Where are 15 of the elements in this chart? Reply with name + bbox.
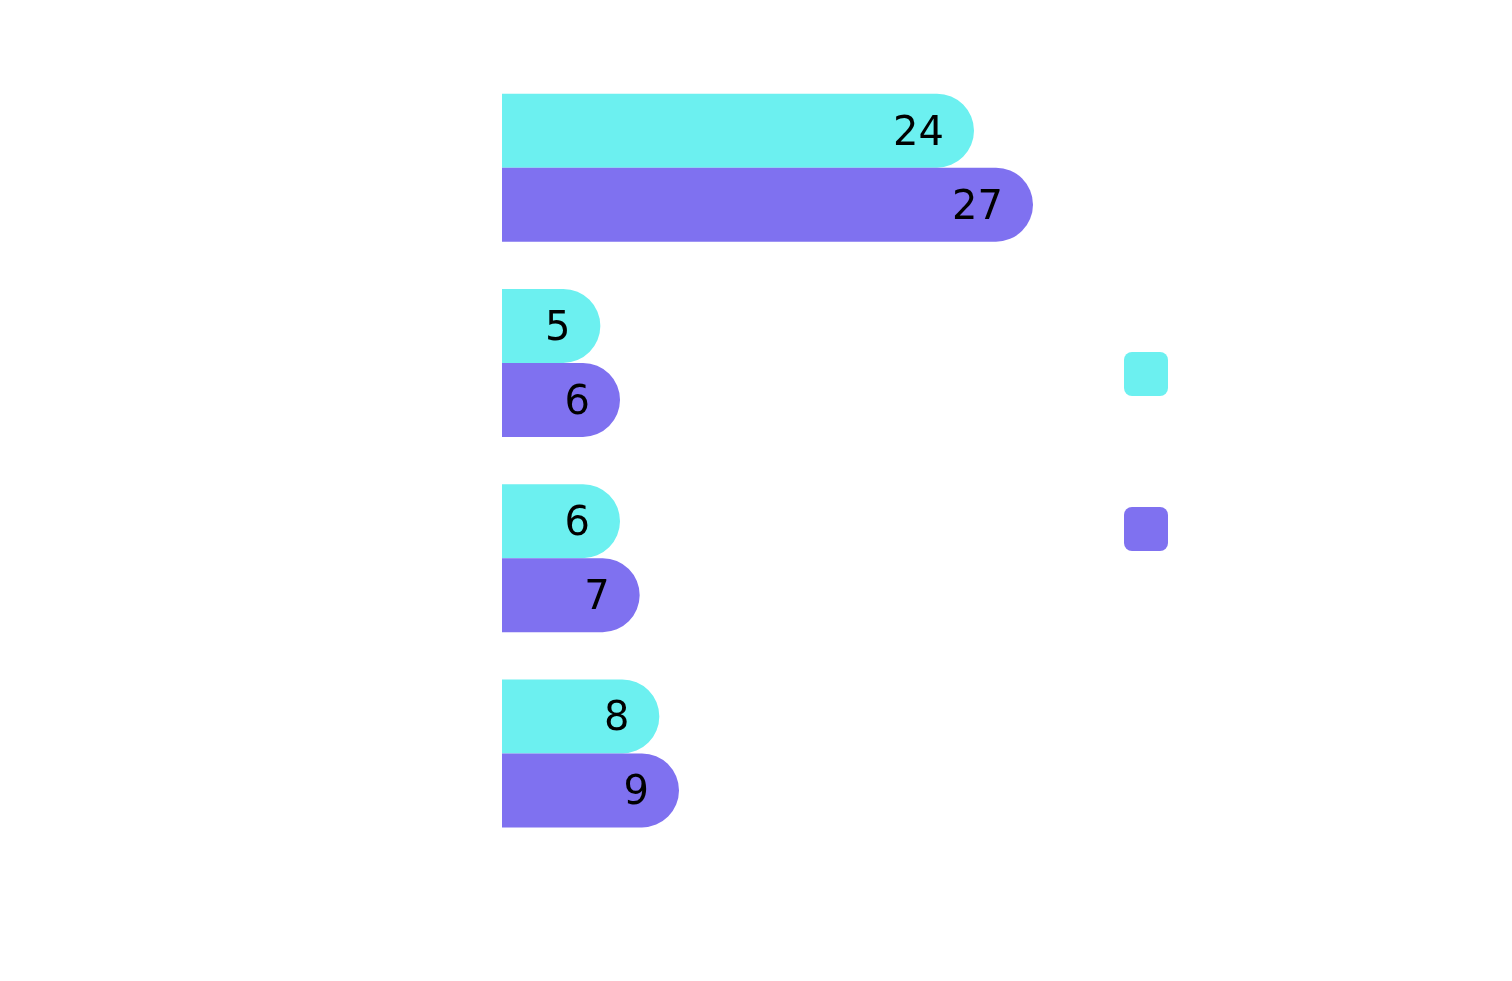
data-label: 9 — [623, 767, 649, 814]
bar — [502, 679, 660, 754]
bar — [502, 484, 620, 559]
bar — [502, 167, 1033, 242]
bar — [502, 753, 679, 828]
data-label: 5 — [544, 302, 571, 349]
data-label: 7 — [584, 572, 610, 619]
bar — [502, 558, 640, 633]
data-label: 24 — [893, 107, 944, 154]
data-label: 6 — [564, 498, 590, 545]
data-label: 27 — [952, 181, 1003, 228]
bar — [502, 362, 620, 437]
bar — [502, 93, 974, 168]
data-label: 8 — [603, 693, 630, 740]
data-label: 6 — [564, 376, 590, 423]
